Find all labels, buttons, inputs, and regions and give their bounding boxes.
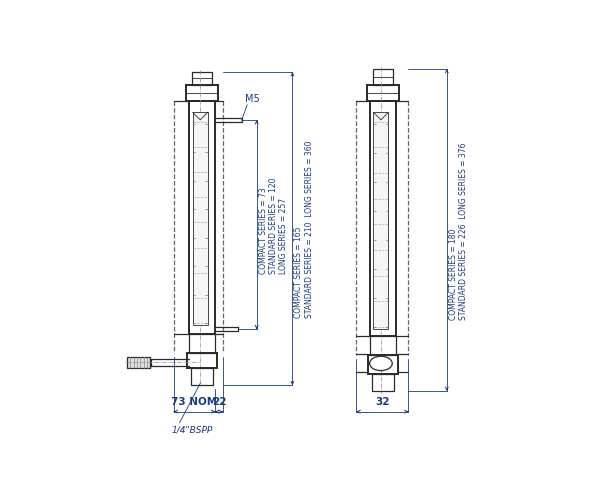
Bar (373, 113, 388, 329)
Ellipse shape (370, 357, 392, 371)
Bar (368, 355, 398, 374)
Bar (370, 102, 396, 337)
Text: COMPACT SERIES = 180
STANDARD SERIES = 226  LONG SERIES = 376: COMPACT SERIES = 180 STANDARD SERIES = 2… (449, 142, 468, 319)
Bar (187, 353, 217, 368)
Bar (191, 368, 214, 386)
Text: COMPACT SERIES = 165
STANDARD SERIES = 210  LONG SERIES = 360: COMPACT SERIES = 165 STANDARD SERIES = 2… (295, 141, 314, 318)
Text: 73 NOM: 73 NOM (172, 396, 218, 406)
Bar (193, 113, 208, 325)
Bar (186, 85, 218, 102)
Bar (371, 374, 394, 391)
Bar (192, 73, 212, 85)
Bar (189, 102, 215, 335)
Bar (127, 357, 151, 368)
Text: M5: M5 (245, 94, 260, 103)
Bar (370, 337, 396, 355)
Text: 1/4"BSPP: 1/4"BSPP (172, 425, 213, 434)
Text: 22: 22 (212, 396, 226, 406)
Bar (189, 335, 215, 353)
Bar (373, 70, 393, 85)
Text: COMPACT SERIES = 73
STANDARD SERIES = 120
LONG SERIES = 257: COMPACT SERIES = 73 STANDARD SERIES = 12… (259, 177, 289, 273)
Text: 32: 32 (375, 396, 389, 406)
Bar (367, 85, 399, 102)
